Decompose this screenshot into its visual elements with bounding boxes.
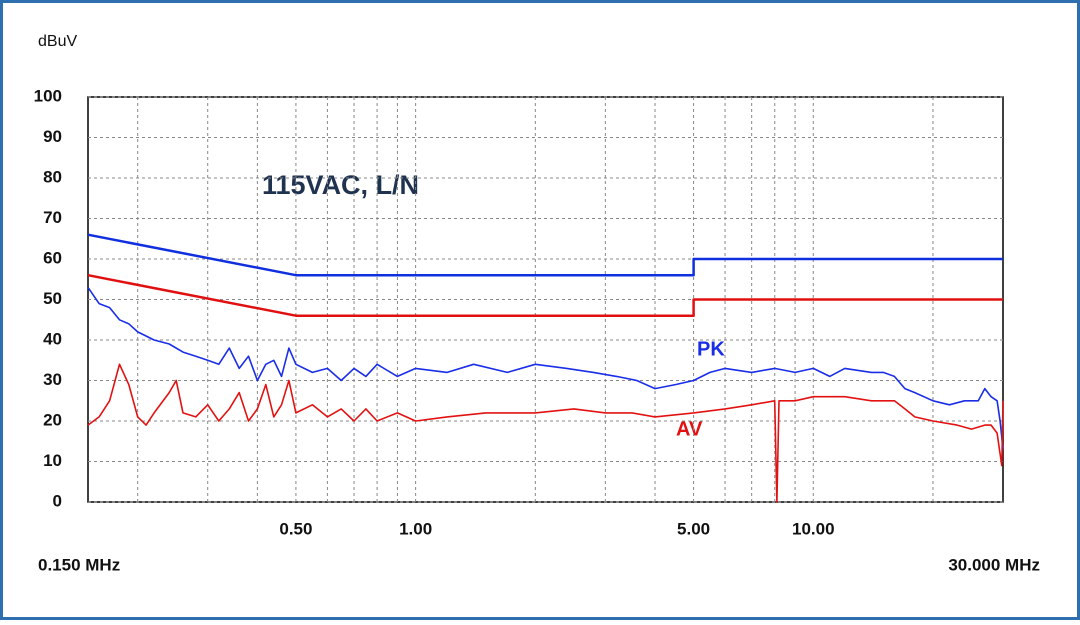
y-tick-label: 100 <box>34 86 62 105</box>
x-tick-label: 0.50 <box>279 519 312 538</box>
series-label: AV <box>676 418 703 440</box>
y-tick-label: 10 <box>43 451 62 470</box>
series-label: PK <box>697 338 725 360</box>
y-tick-label: 40 <box>43 329 62 348</box>
x-tick-label: 1.00 <box>399 519 432 538</box>
y-axis-label: dBuV <box>38 33 77 50</box>
x-tick-label: 10.00 <box>792 519 835 538</box>
series-line <box>87 273 1003 317</box>
series-line <box>87 286 1004 450</box>
x-tick-label: 5.00 <box>677 519 710 538</box>
y-tick-label: 50 <box>43 289 62 308</box>
series-line <box>87 233 1003 277</box>
y-tick-label: 20 <box>43 410 62 429</box>
x-range-label: 0.150 MHz <box>38 555 120 574</box>
annotation: 115VAC, L/N <box>262 170 419 200</box>
y-tick-label: 60 <box>43 248 62 267</box>
x-range-label: 30.000 MHz <box>948 555 1040 574</box>
y-tick-label: 70 <box>43 208 62 227</box>
series-line <box>87 363 1004 503</box>
y-tick-label: 0 <box>53 491 62 510</box>
y-tick-label: 90 <box>43 127 62 146</box>
y-tick-label: 30 <box>43 370 62 389</box>
y-tick-label: 80 <box>43 167 62 186</box>
